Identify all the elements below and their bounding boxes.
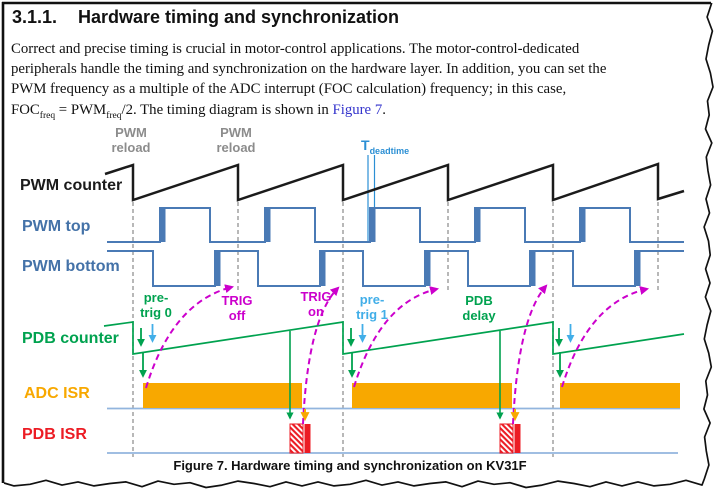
torn-edge <box>3 2 714 489</box>
paragraph-line: PWM frequency as a multiple of the ADC i… <box>11 81 567 98</box>
pdb-isr-bar <box>514 424 521 453</box>
figure-caption: Figure 7. Hardware timing and synchroniz… <box>173 458 527 473</box>
trig-on-arrow <box>302 286 340 425</box>
subscript: freq <box>39 110 56 121</box>
pdb-isr-hatched-bar <box>499 423 514 454</box>
pdb-isr-bar <box>304 424 311 453</box>
paragraph-line: peripherals handle the timing and synchr… <box>11 61 607 78</box>
trig-off-arrow <box>145 284 235 389</box>
subscript: freq <box>106 110 122 121</box>
trig-off-arrow <box>353 286 440 388</box>
trig-off-arrow <box>561 286 650 388</box>
text-run: FOC <box>11 101 40 118</box>
text-run: . <box>382 101 386 118</box>
section-number: 3.1.1. <box>12 7 58 27</box>
text-run: /2. The timing diagram is shown in <box>121 101 333 118</box>
adc-isr-bar <box>352 383 512 408</box>
adc-isr-bar <box>560 383 680 408</box>
pwm-counter-wave <box>104 162 685 202</box>
section-title: Hardware timing and synchronization <box>78 7 400 27</box>
text-run: = PWM <box>55 101 107 118</box>
paragraph-line: Correct and precise timing is crucial in… <box>11 41 580 57</box>
section-heading: 3.1.1. Hardware timing and synchronizatio… <box>12 7 399 28</box>
trig-on-arrow <box>512 284 548 425</box>
pdb-isr-hatched-bar <box>289 423 304 454</box>
figure-7-link[interactable]: Figure 7 <box>332 101 383 118</box>
body-paragraph: Correct and precise timing is crucial in… <box>11 39 703 120</box>
adc-isr-bar <box>143 383 302 408</box>
pdb-counter-wave <box>103 321 685 355</box>
pwm-top-wave <box>107 207 684 243</box>
paragraph-line: FOCfreq = PWMfreq/2. The timing diagram … <box>11 100 703 121</box>
pwm-bottom-wave <box>107 250 684 287</box>
